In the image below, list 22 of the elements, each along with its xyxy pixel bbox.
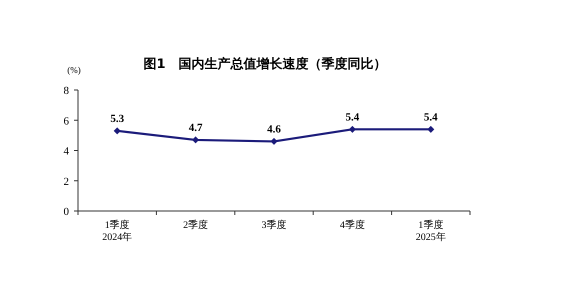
- data-label: 5.4: [424, 111, 438, 124]
- x-tick-label: 2季度: [183, 219, 208, 231]
- data-label: 4.6: [267, 123, 282, 136]
- x-tick-label: 1季度 2024年: [102, 219, 132, 243]
- data-label: 4.7: [188, 122, 203, 134]
- data-label: 5.3: [110, 112, 125, 125]
- point: [192, 136, 200, 144]
- x-tick-label: 4季度: [340, 219, 365, 231]
- x-tick-label: 3季度: [262, 219, 286, 231]
- chart-title: 图1 国内生产总值增长速度（季度同比）: [143, 56, 387, 72]
- point: [270, 138, 278, 145]
- y-axis-title: (%): [67, 65, 81, 75]
- y-tick-label: 6: [64, 115, 70, 128]
- point: [427, 126, 434, 133]
- y-tick-label: 4: [64, 146, 70, 158]
- data-label: 5.4: [346, 111, 360, 124]
- y-tick-label: 0: [64, 206, 70, 218]
- point: [348, 126, 356, 133]
- x-tick-label: 1季度 2025年: [416, 219, 446, 243]
- point: [114, 127, 121, 134]
- y-tick-label: 8: [64, 85, 70, 97]
- y-tick-label: 2: [64, 176, 69, 188]
